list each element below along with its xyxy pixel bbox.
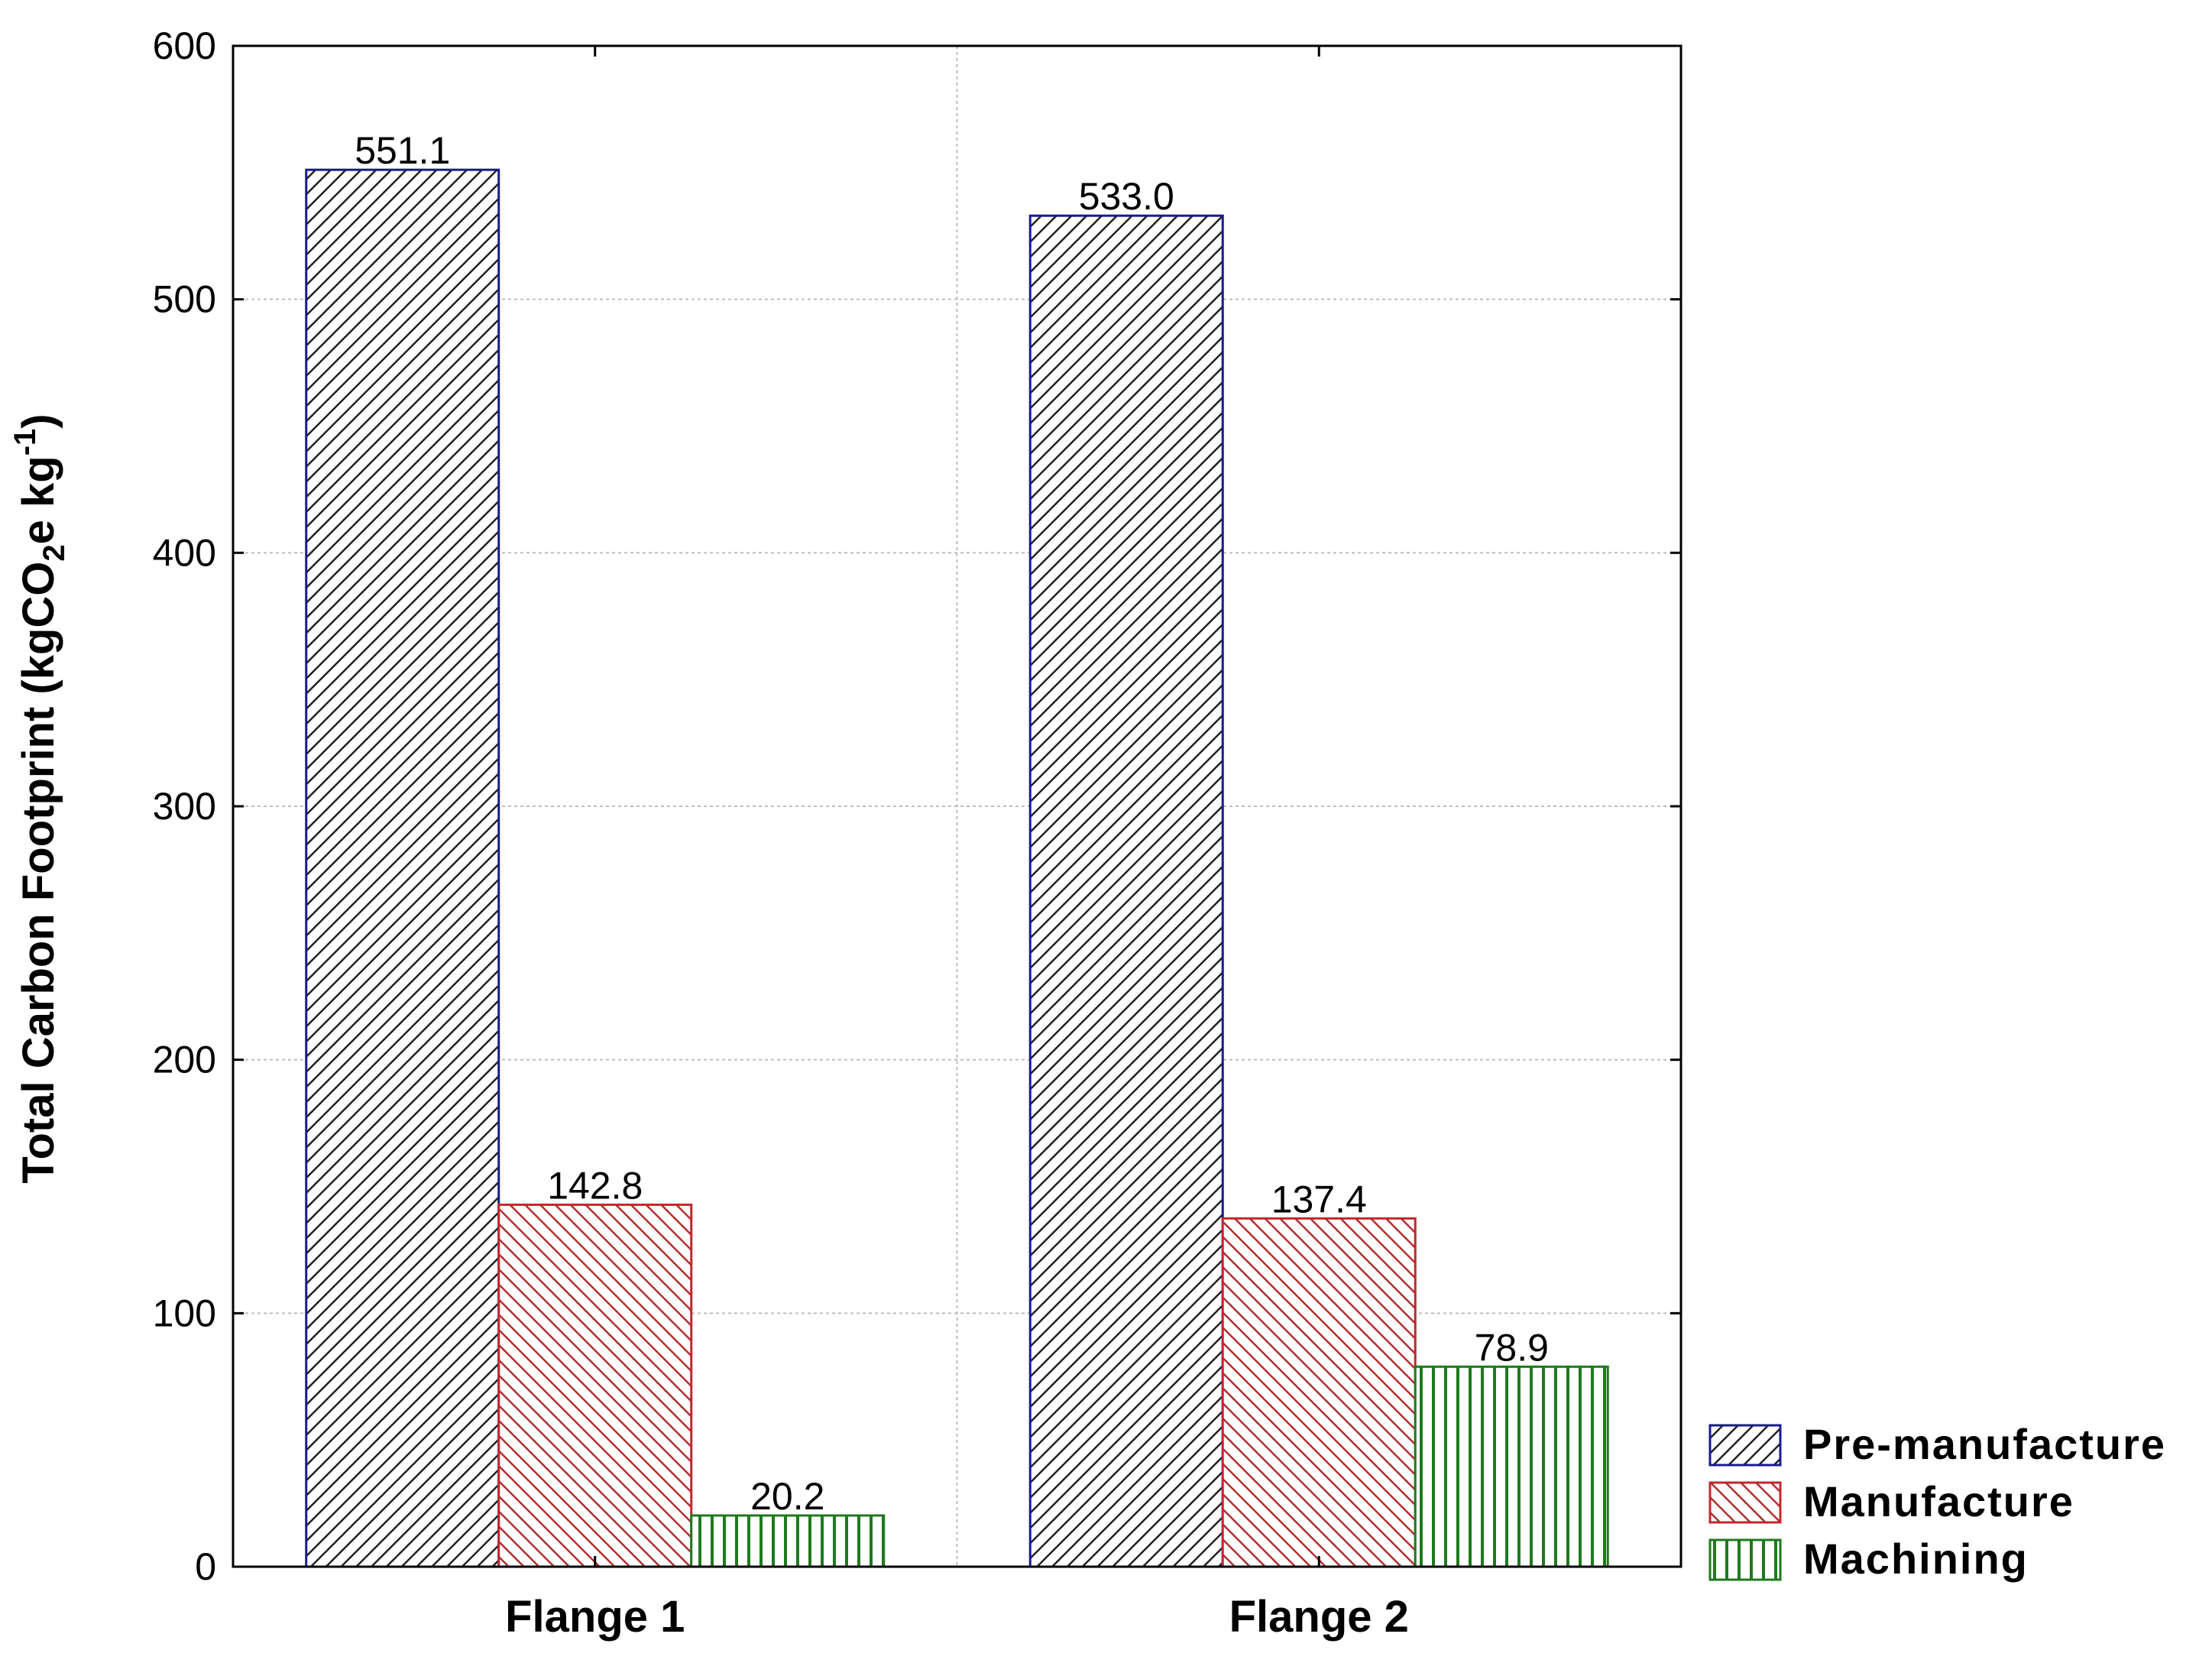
bar-pre-manufacture-flange-2 [1028,214,1224,1568]
x-category-label: Flange 1 [505,1592,685,1642]
bar-machining-flange-1 [690,1514,886,1568]
y-axis-title-subscript: 2 [37,544,71,561]
legend-label: Machining [1803,1535,2029,1583]
data-labels: 551.1 142.8 20.2 533.0 137.4 78.9 [355,129,1549,1518]
data-label: 142.8 [547,1164,643,1207]
y-tick-label: 300 [153,785,216,828]
y-axis-title-middle: e kg [14,455,63,544]
y-axis-ticks: 0 100 200 300 400 500 600 [153,24,1681,1588]
y-tick-label: 0 [195,1545,216,1588]
y-tick-label: 100 [153,1292,216,1334]
y-tick-label: 400 [153,531,216,574]
y-tick-label: 500 [153,278,216,321]
legend: Pre-manufacture Manufacture Machining [1708,1420,2166,1583]
data-label: 533.0 [1079,175,1174,218]
y-axis-title-suffix: ) [14,413,63,428]
legend-label: Manufacture [1803,1477,2074,1525]
y-axis-title: Total Carbon Footprint (kgCO2e kg-1) [8,413,71,1183]
x-category-label: Flange 2 [1229,1592,1409,1642]
data-label: 551.1 [355,129,450,172]
bar-machining-flange-2 [1414,1365,1609,1568]
bars [305,168,1609,1568]
bar-pre-manufacture-flange-1 [305,168,500,1568]
bar-manufacture-flange-2 [1221,1217,1417,1568]
x-axis-categories: Flange 1 Flange 2 [505,46,1409,1642]
data-label: 20.2 [750,1475,824,1518]
legend-swatch [1708,1424,1782,1467]
y-axis-title-superscript: -1 [8,429,42,456]
y-tick-label: 200 [153,1039,216,1081]
y-axis-title-prefix: Total Carbon Footprint (kgCO [14,562,63,1184]
bar-manufacture-flange-1 [497,1203,693,1568]
data-label: 137.4 [1271,1178,1367,1221]
legend-swatch [1708,1481,1782,1524]
legend-swatch [1708,1538,1782,1581]
data-label: 78.9 [1475,1326,1549,1369]
legend-label: Pre-manufacture [1803,1420,2166,1468]
y-tick-label: 600 [153,24,216,67]
